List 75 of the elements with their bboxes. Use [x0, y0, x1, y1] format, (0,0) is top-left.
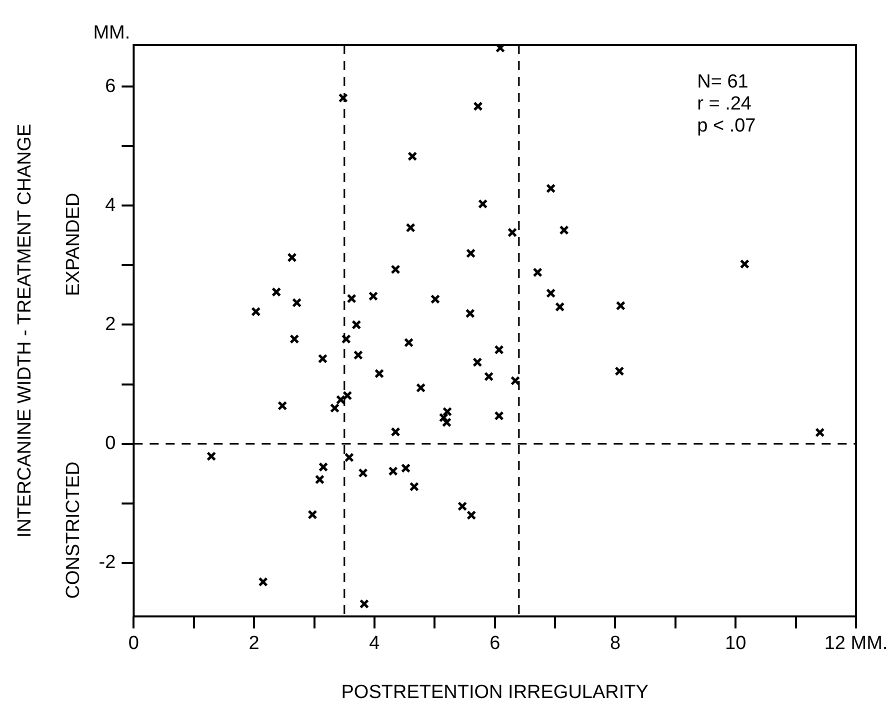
point	[404, 338, 414, 348]
point	[559, 225, 569, 235]
point	[532, 268, 542, 278]
point	[390, 264, 400, 274]
point	[352, 320, 362, 330]
point	[318, 462, 328, 472]
x-tick-label: 0	[128, 633, 139, 654]
point	[353, 350, 364, 360]
point	[458, 501, 468, 512]
x-tick-label: 10	[725, 633, 746, 654]
point	[466, 510, 476, 520]
point	[336, 394, 346, 405]
point	[358, 468, 368, 478]
point	[406, 222, 416, 233]
x-tick-label: 2	[248, 633, 260, 654]
point	[308, 510, 318, 520]
x-tick-label: 4	[369, 633, 380, 654]
point	[472, 357, 482, 368]
point	[495, 45, 506, 53]
point	[278, 400, 288, 411]
y-tick-label: 6	[105, 76, 116, 97]
point	[388, 466, 398, 476]
point	[314, 474, 325, 484]
point	[614, 366, 624, 376]
point	[616, 300, 626, 311]
point	[368, 291, 378, 302]
x-tick-label: 12 MM.	[824, 633, 888, 654]
point	[546, 288, 556, 298]
point	[494, 410, 504, 421]
point	[206, 451, 216, 462]
point	[478, 199, 488, 209]
point	[292, 298, 302, 308]
point	[290, 334, 300, 344]
point	[430, 294, 440, 304]
point	[251, 306, 261, 316]
point	[484, 372, 494, 382]
point	[473, 101, 483, 112]
point	[390, 427, 400, 437]
y-axis-title: INTERCANINE WIDTH - TREATMENT CHANGE	[14, 124, 36, 538]
y-tick-label: 2	[105, 314, 116, 335]
point	[507, 228, 518, 238]
point	[341, 334, 352, 344]
point	[344, 452, 354, 462]
point	[409, 482, 420, 492]
point	[510, 376, 520, 386]
point	[287, 252, 297, 262]
point	[272, 287, 282, 297]
point	[359, 599, 370, 609]
annotation: N= 61 r = .24 p < .07	[697, 72, 756, 137]
point	[416, 383, 426, 393]
point	[740, 259, 750, 269]
point	[408, 151, 418, 162]
point	[466, 248, 476, 258]
point	[346, 294, 356, 304]
point	[330, 403, 340, 413]
point	[494, 344, 504, 355]
text: EXPANDED	[62, 192, 84, 296]
point	[400, 463, 411, 474]
point	[342, 390, 352, 400]
point	[374, 368, 384, 378]
text: MM.	[93, 22, 130, 44]
point	[318, 354, 328, 364]
x-tick-label: 6	[490, 633, 500, 654]
y-tick-label: 4	[105, 194, 116, 216]
point	[546, 184, 556, 194]
point	[338, 93, 348, 103]
point	[258, 577, 268, 587]
y-tick-label: -2	[98, 552, 116, 574]
x-axis-title: POSTRETENTION IRREGULARITY	[341, 682, 649, 703]
text: CONSTRICTED	[62, 461, 84, 599]
point	[465, 308, 476, 318]
y-tick-label: 0	[105, 433, 116, 454]
x-tick-label: 8	[610, 633, 621, 654]
point	[815, 428, 825, 438]
point	[555, 302, 565, 312]
